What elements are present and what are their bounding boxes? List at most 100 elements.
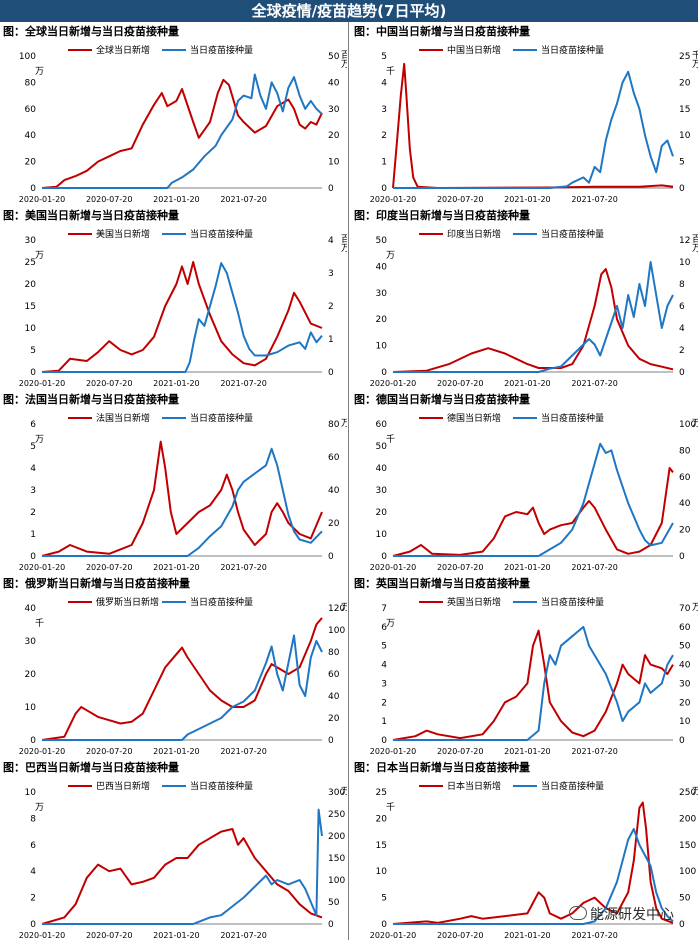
series-line-vaccine: [393, 70, 674, 189]
chart-title: 图：英国当日新增与当日疫苗接种量: [354, 577, 530, 590]
x-tick-label: 2021-07-20: [571, 379, 618, 388]
right-tick-label: 40: [328, 486, 340, 496]
left-tick-label: 0: [381, 920, 387, 930]
x-tick-label: 2021-07-20: [220, 379, 267, 388]
right-tick-label: 30: [679, 679, 691, 689]
chart-title: 图：印度当日新增与当日疫苗接种量: [354, 209, 530, 222]
left-tick-label: 30: [376, 289, 388, 299]
right-tick-label: 20: [679, 526, 691, 536]
left-tick-label: 4: [30, 867, 36, 877]
x-tick-label: 2020-01-20: [19, 931, 66, 940]
left-tick-label: 0: [30, 736, 36, 746]
line-chart: 0 10 20 30 40 50 60 0 20 40 60 80 100 千 万 2020-01-20 202…: [370, 412, 698, 572]
chart-title: 图：美国当日新增与当日疫苗接种量: [3, 209, 179, 222]
chart-panel: 图：巴西当日新增与当日疫苗接种量 0 2 4 6 8 10 0 50 100 150 200 250 30…: [0, 758, 347, 941]
left-tick-label: 4: [30, 464, 36, 474]
left-unit-label: 千: [384, 434, 395, 444]
right-tick-label: 60: [328, 453, 340, 463]
right-tick-label: 4: [328, 236, 334, 246]
series-line-vaccine: [42, 73, 323, 189]
x-tick-label: 2020-01-20: [19, 195, 66, 204]
series-line-cases: [392, 62, 674, 189]
line-chart: 0 1 2 3 4 5 0 5 10 15 20 25 千 千万 2020-01-20 2020-07-20 2…: [370, 44, 698, 204]
left-tick-label: 30: [376, 486, 388, 496]
right-tick-label: 0: [328, 736, 334, 746]
left-tick-label: 6: [30, 841, 36, 851]
page-title: 全球疫情/疫苗趋势(7日平均): [0, 0, 698, 22]
left-tick-label: 10: [376, 867, 388, 877]
left-tick-label: 40: [25, 604, 37, 614]
right-tick-label: 60: [679, 623, 691, 633]
left-tick-label: 3: [381, 105, 387, 115]
left-unit-label: 万: [33, 66, 44, 76]
left-tick-label: 60: [376, 420, 388, 430]
right-tick-label: 0: [328, 368, 334, 378]
legend-label: 法国当日新增: [96, 412, 150, 424]
x-tick-label: 2021-07-20: [571, 195, 618, 204]
series-line-vaccine: [393, 625, 674, 741]
left-tick-label: 6: [30, 420, 36, 430]
right-tick-label: 60: [679, 473, 691, 483]
left-tick-label: 10: [25, 788, 37, 798]
legend-label: 日本当日新增: [447, 780, 501, 792]
x-tick-label: 2021-01-20: [153, 931, 200, 940]
left-tick-label: 2: [30, 508, 36, 518]
chart-panel: 图：美国当日新增与当日疫苗接种量 0 5 10 15 20 25 30 0 1 2 3 4 万 百万 2020…: [0, 206, 347, 389]
right-tick-label: 80: [328, 648, 340, 658]
right-unit-label: 千万: [690, 50, 698, 69]
x-tick-label: 2021-01-20: [504, 195, 551, 204]
left-tick-label: 40: [376, 464, 388, 474]
right-tick-label: 200: [328, 832, 345, 842]
left-tick-label: 5: [381, 642, 387, 652]
left-unit-label: 千: [384, 66, 395, 76]
left-unit-label: 千: [33, 618, 44, 628]
chart-panel: 图：俄罗斯当日新增与当日疫苗接种量 0 10 20 30 40 0 20 40 60 80 100 12…: [0, 574, 347, 757]
x-tick-label: 2021-01-20: [153, 747, 200, 756]
right-tick-label: 120: [328, 604, 345, 614]
right-tick-label: 70: [679, 604, 691, 614]
x-tick-label: 2020-07-20: [86, 563, 133, 572]
left-tick-label: 6: [381, 623, 387, 633]
right-unit-label: 万: [339, 418, 347, 428]
left-tick-label: 30: [25, 236, 37, 246]
right-tick-label: 40: [328, 78, 340, 88]
x-tick-label: 2020-07-20: [86, 195, 133, 204]
series-line-cases: [41, 828, 323, 925]
x-tick-label: 2021-07-20: [571, 931, 618, 940]
watermark-text: 能源研发中心: [590, 907, 674, 923]
x-tick-label: 2020-01-20: [370, 931, 417, 940]
left-unit-label: 万: [33, 802, 44, 812]
chart-title: 图：俄罗斯当日新增与当日疫苗接种量: [3, 577, 190, 590]
left-unit-label: 万: [33, 250, 44, 260]
right-tick-label: 0: [679, 184, 685, 194]
left-tick-label: 40: [376, 262, 388, 272]
right-tick-label: 3: [328, 269, 334, 279]
series-line-cases: [392, 268, 674, 373]
x-tick-label: 2020-01-20: [19, 563, 66, 572]
right-tick-label: 20: [679, 78, 691, 88]
right-tick-label: 0: [679, 920, 685, 930]
legend-label: 德国当日新增: [447, 412, 501, 424]
right-tick-label: 5: [679, 158, 685, 168]
x-tick-label: 2021-07-20: [220, 563, 267, 572]
right-unit-label: 万: [690, 602, 698, 612]
series-line-cases: [41, 617, 323, 741]
right-tick-label: 0: [679, 736, 685, 746]
right-tick-label: 2: [328, 302, 334, 312]
left-tick-label: 20: [376, 814, 388, 824]
legend-label: 当日疫苗接种量: [541, 780, 604, 792]
chart-title: 图：中国当日新增与当日疫苗接种量: [354, 25, 530, 38]
left-tick-label: 20: [376, 315, 388, 325]
watermark: 能源研发中心: [569, 904, 674, 924]
chart-panel: 图：日本当日新增与当日疫苗接种量 0 5 10 15 20 25 0 50 100 150 200 25…: [351, 758, 698, 941]
legend-label: 俄罗斯当日新增: [96, 596, 159, 608]
series-line-vaccine: [393, 442, 674, 557]
left-tick-label: 20: [376, 508, 388, 518]
left-tick-label: 1: [381, 158, 387, 168]
chart-panel: 图：法国当日新增与当日疫苗接种量 0 1 2 3 4 5 6 0 20 40 60 80 万万 2020-0…: [0, 390, 347, 573]
left-tick-label: 10: [376, 342, 388, 352]
right-tick-label: 250: [328, 810, 345, 820]
left-tick-label: 4: [381, 78, 387, 88]
left-tick-label: 0: [381, 552, 387, 562]
chart-title: 图：法国当日新增与当日疫苗接种量: [3, 393, 179, 406]
